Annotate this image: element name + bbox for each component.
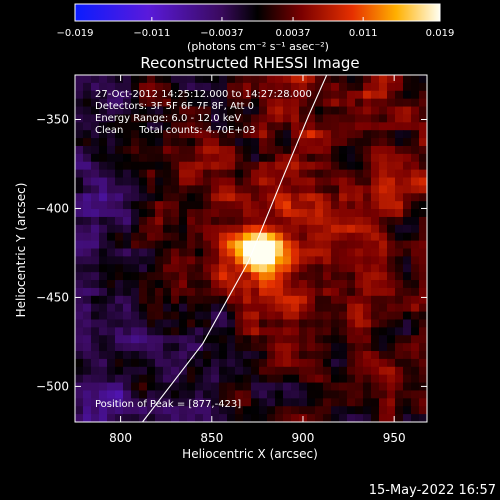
colorbar-tick-label: 0.019: [426, 28, 455, 39]
colorbar: [74, 3, 441, 22]
info-line-energy: Energy Range: 6.0 - 12.0 keV: [95, 113, 241, 124]
x-axis-label: Heliocentric X (arcsec): [182, 447, 318, 461]
colorbar-tick-label: −0.0037: [200, 28, 243, 39]
peak-position-label: Position of Peak = [877,-423]: [95, 399, 241, 410]
plot-frame: [74, 74, 428, 423]
colorbar-ticks: −0.019 −0.011 −0.0037 0.0037 0.011 0.019: [56, 17, 454, 39]
x-tick-label: 950: [383, 431, 406, 445]
solar-limb-arc: [142, 75, 328, 422]
colorbar-tick-label: 0.011: [349, 28, 378, 39]
colorbar-tick-label: 0.0037: [276, 28, 311, 39]
info-box: 27-Oct-2012 14:25:12.000 to 14:27:28.000…: [95, 89, 312, 136]
y-axis-label: Heliocentric Y (arcsec): [14, 183, 28, 318]
colorbar-unit-label: (photons cm⁻² s⁻¹ asec⁻²): [187, 40, 329, 53]
y-tick-label: −400: [36, 201, 69, 215]
x-tick-label: 800: [109, 431, 132, 445]
info-line-counts: Clean Total counts: 4.70E+03: [95, 125, 255, 136]
info-line-time: 27-Oct-2012 14:25:12.000 to 14:27:28.000: [95, 89, 312, 100]
y-tick-label: −450: [36, 290, 69, 304]
colorbar-tick-label: −0.019: [56, 28, 93, 39]
axis-ticks: 800 850 900 950 −350 −400 −450 −500: [36, 75, 427, 445]
timestamp: 15-May-2022 16:57: [369, 483, 496, 498]
x-tick-label: 900: [292, 431, 315, 445]
info-line-detectors: Detectors: 3F 5F 6F 7F 8F, Att 0: [95, 101, 254, 112]
heatmap-image: [75, 75, 427, 422]
y-tick-label: −500: [36, 379, 69, 393]
y-tick-label: −350: [36, 112, 69, 126]
x-tick-label: 850: [200, 431, 223, 445]
chart-title: Reconstructed RHESSI Image: [140, 54, 359, 72]
colorbar-tick-label: −0.011: [133, 28, 170, 39]
